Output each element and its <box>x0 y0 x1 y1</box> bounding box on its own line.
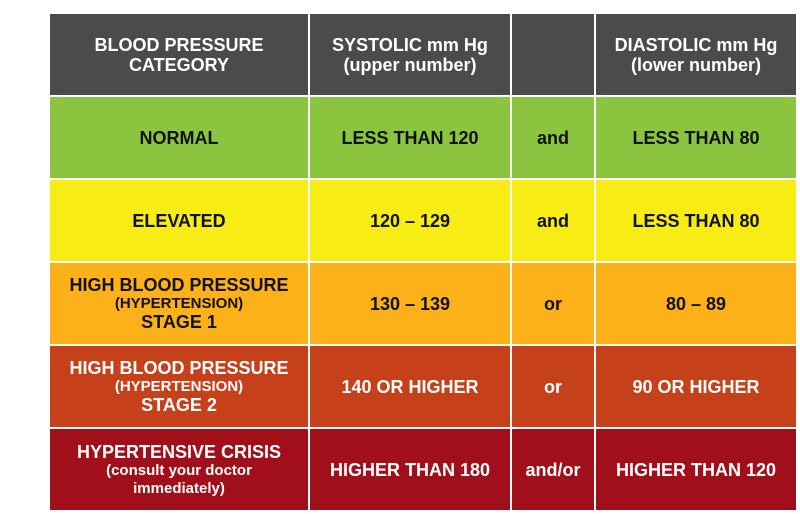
header-diastolic-line1: DIASTOLIC mm Hg <box>614 34 778 55</box>
systolic-cell: 120 – 129 <box>310 180 510 261</box>
category-line3: STAGE 2 <box>141 395 217 415</box>
header-systolic-line2: (upper number) <box>343 54 477 75</box>
diastolic-cell: LESS THAN 80 <box>596 97 796 178</box>
category-cell: HYPERTENSIVE CRISIS (consult your doctor… <box>50 429 308 510</box>
header-category-line2: CATEGORY <box>128 54 229 75</box>
table-row-crisis: HYPERTENSIVE CRISIS (consult your doctor… <box>50 429 796 510</box>
conjunction-cell: and <box>512 180 594 261</box>
diastolic-cell: HIGHER THAN 120 <box>596 429 796 510</box>
table-row-elevated: ELEVATED 120 – 129 and LESS THAN 80 <box>50 180 796 261</box>
header-category-line1: BLOOD PRESSURE <box>94 34 264 55</box>
category-line3: STAGE 1 <box>141 312 217 332</box>
header-category: BLOOD PRESSURE CATEGORY <box>50 14 308 95</box>
category-line2: (consult your doctor <box>106 461 252 479</box>
header-systolic-line1: SYSTOLIC mm Hg <box>332 34 488 55</box>
conjunction-cell: or <box>512 346 594 427</box>
diastolic-cell: LESS THAN 80 <box>596 180 796 261</box>
table-row-normal: NORMAL LESS THAN 120 and LESS THAN 80 <box>50 97 796 178</box>
table-header-row: BLOOD PRESSURE CATEGORY SYSTOLIC mm Hg (… <box>50 14 796 95</box>
table-row-stage1: HIGH BLOOD PRESSURE (HYPERTENSION) STAGE… <box>50 263 796 344</box>
category-line1: HYPERTENSIVE CRISIS <box>76 441 282 462</box>
conjunction-cell: and/or <box>512 429 594 510</box>
category-line3: immediately) <box>133 479 225 497</box>
diastolic-cell: 90 OR HIGHER <box>596 346 796 427</box>
category-cell: NORMAL <box>50 97 308 178</box>
systolic-cell: 140 OR HIGHER <box>310 346 510 427</box>
header-systolic: SYSTOLIC mm Hg (upper number) <box>310 14 510 95</box>
conjunction-cell: or <box>512 263 594 344</box>
conjunction-cell: and <box>512 97 594 178</box>
category-line2: (HYPERTENSION) <box>114 378 244 395</box>
category-line1: HIGH BLOOD PRESSURE <box>69 358 289 378</box>
category-line1: HIGH BLOOD PRESSURE <box>69 275 289 295</box>
header-diastolic-line2: (lower number) <box>630 54 761 75</box>
blood-pressure-table: BLOOD PRESSURE CATEGORY SYSTOLIC mm Hg (… <box>48 12 798 512</box>
systolic-cell: LESS THAN 120 <box>310 97 510 178</box>
systolic-cell: 130 – 139 <box>310 263 510 344</box>
table-row-stage2: HIGH BLOOD PRESSURE (HYPERTENSION) STAGE… <box>50 346 796 427</box>
diastolic-cell: 80 – 89 <box>596 263 796 344</box>
header-conjunction <box>512 14 594 95</box>
systolic-cell: HIGHER THAN 180 <box>310 429 510 510</box>
category-cell: HIGH BLOOD PRESSURE (HYPERTENSION) STAGE… <box>50 263 308 344</box>
header-diastolic: DIASTOLIC mm Hg (lower number) <box>596 14 796 95</box>
category-cell: HIGH BLOOD PRESSURE (HYPERTENSION) STAGE… <box>50 346 308 427</box>
category-cell: ELEVATED <box>50 180 308 261</box>
category-line2: (HYPERTENSION) <box>114 295 244 312</box>
